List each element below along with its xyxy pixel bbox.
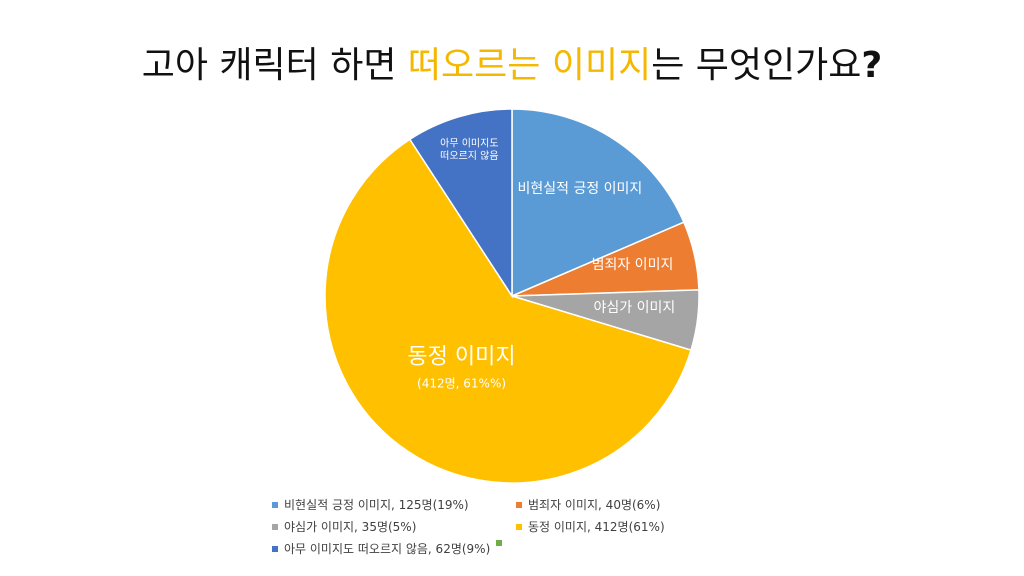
- pie-slice: [324, 138, 692, 484]
- legend-item: [496, 540, 508, 546]
- title-highlight: 떠오르는 이미지: [407, 45, 652, 86]
- legend-swatch: [496, 540, 502, 546]
- legend-label: 동정 이미지, 412명(61%): [528, 520, 665, 534]
- legend-swatch: [272, 501, 278, 508]
- legend-swatch: [516, 501, 522, 508]
- legend-item: 비현실적 긍정 이미지, 125명(19%): [272, 496, 469, 513]
- legend-item: 동정 이미지, 412명(61%): [516, 518, 665, 535]
- pie-slice: [511, 108, 685, 298]
- slice-sublabel: (412명, 61%%): [417, 376, 506, 390]
- chart-title: 고아 캐릭터 하면 떠오르는 이미지는 무엇인가요?: [0, 36, 1024, 88]
- legend-item: 아무 이미지도 떠오르지 않음, 62명(9%): [272, 540, 490, 557]
- legend-item: 야심가 이미지, 35명(5%): [272, 518, 416, 535]
- pie-slice: [408, 108, 513, 299]
- title-question-mark: ?: [861, 45, 883, 86]
- legend-swatch: [272, 545, 278, 552]
- legend-label: 아무 이미지도 떠오르지 않음, 62명(9%): [284, 542, 491, 556]
- legend-swatch: [516, 523, 522, 530]
- title-part1: 고아 캐릭터 하면: [141, 45, 408, 86]
- slice-label: 동정 이미지: [407, 344, 515, 369]
- slice-label: 범죄자 이미지: [592, 257, 674, 273]
- legend-item: 범죄자 이미지, 40명(6%): [516, 496, 660, 513]
- slice-label: 비현실적 긍정 이미지: [517, 181, 642, 197]
- legend-label: 비현실적 긍정 이미지, 125명(19%): [284, 498, 469, 512]
- legend-swatch: [272, 523, 278, 530]
- legend-label: 야심가 이미지, 35명(5%): [284, 520, 417, 534]
- slice-label: 야심가 이미지: [594, 300, 676, 316]
- legend-label: 범죄자 이미지, 40명(6%): [528, 498, 661, 512]
- title-part2: 는 무엇인가요: [651, 45, 862, 86]
- slice-label: 아무 이미지도 떠오르지 않음: [440, 138, 498, 163]
